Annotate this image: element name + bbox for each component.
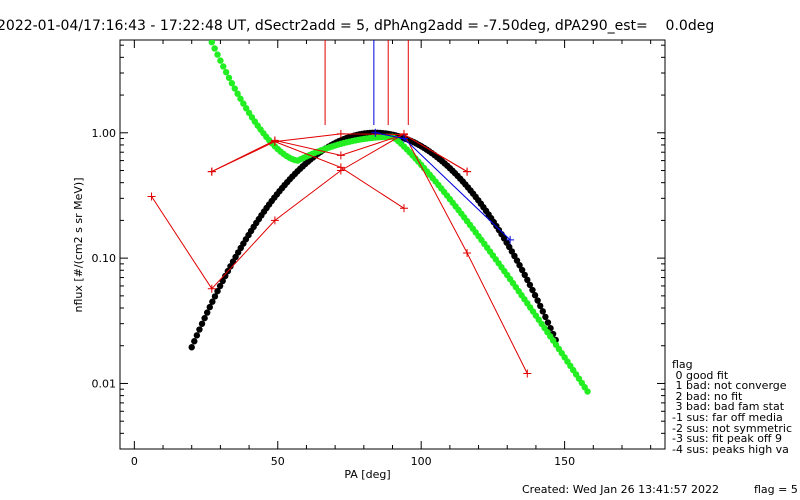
y-tick-label: 1.00 — [92, 127, 117, 140]
red-series-point — [336, 151, 345, 160]
black-fit-point — [513, 257, 521, 264]
green-fit-point — [240, 100, 247, 107]
black-fit-point — [518, 266, 526, 274]
green-fit-point — [584, 388, 591, 395]
black-fit-point — [188, 344, 195, 351]
black-fit-point — [214, 287, 221, 295]
legend-item: -1 sus: far off media — [672, 410, 783, 424]
red-series-point — [270, 137, 279, 146]
black-fit-point — [216, 282, 224, 290]
fit-curves — [188, 20, 591, 395]
red-series-line — [151, 133, 528, 374]
black-fit-point — [204, 309, 211, 316]
x-tick-label: 150 — [554, 455, 575, 468]
peak-markers — [324, 40, 409, 125]
red-series-point — [463, 167, 472, 176]
green-fit-point — [228, 80, 236, 87]
black-fit-point — [209, 298, 216, 305]
legend-item: 2 bad: no fit — [672, 389, 743, 403]
green-fit-point — [237, 95, 244, 102]
chart-title: 2022-01-04/17:16:43 - 17:22:48 UT, dSect… — [0, 18, 715, 34]
black-fit-point — [196, 326, 203, 333]
legend-item: 0 good fit — [672, 368, 729, 382]
black-fit-point — [539, 308, 547, 315]
black-fit-point — [542, 313, 549, 321]
black-fit-point — [544, 319, 552, 326]
y-tick-label: 0.01 — [92, 377, 117, 390]
green-fit-point — [234, 90, 241, 97]
black-fit-point — [526, 281, 534, 289]
black-fit-point — [516, 262, 523, 269]
black-fit-point — [524, 276, 531, 284]
black-fit-point — [521, 271, 528, 279]
black-fit-point — [227, 263, 234, 270]
black-fit-point — [211, 293, 219, 300]
black-fit-point — [193, 332, 201, 339]
legend-item: 3 bad: bad fam stat — [672, 400, 785, 414]
red-series-point — [336, 163, 345, 172]
green-fit-point — [225, 74, 233, 81]
red-series-point — [270, 216, 279, 225]
legend-item: -2 sus: not symmetric — [672, 421, 792, 435]
red-series-point — [463, 248, 472, 257]
red-series-point — [207, 167, 216, 176]
red-series-point — [147, 192, 156, 201]
data-series — [147, 128, 532, 378]
black-fit-point — [534, 297, 541, 304]
red-series-point — [207, 284, 216, 293]
black-fit-point — [206, 303, 213, 311]
green-fit-point — [206, 33, 212, 39]
black-fit-point — [201, 314, 208, 322]
created-timestamp: Created: Wed Jan 26 13:41:57 2022 — [522, 483, 720, 496]
x-tick-label: 50 — [271, 455, 285, 468]
green-fit-point — [243, 105, 250, 112]
black-fit-point — [222, 272, 229, 280]
legend-item: 1 bad: not converge — [672, 379, 787, 393]
blue-series-point — [399, 134, 408, 143]
y-tick-label: 0.10 — [92, 252, 117, 265]
legend-header: flag — [672, 358, 693, 371]
green-fit-point — [214, 51, 221, 58]
green-fit-point — [203, 26, 209, 32]
x-tick-label: 0 — [131, 455, 138, 468]
legend-item: -3 sus: fit peak off 9 — [672, 432, 782, 446]
black-fit-point — [531, 292, 539, 299]
black-fit-point — [537, 302, 544, 310]
green-fit-point — [211, 45, 218, 52]
green-fit-point — [220, 63, 227, 70]
green-fit-point — [200, 20, 206, 26]
y-axis-label: nflux [#/(cm2 s sr MeV)] — [72, 178, 85, 313]
x-tick-label: 100 — [411, 455, 432, 468]
black-fit-point — [198, 320, 206, 327]
green-fit-point — [222, 68, 230, 76]
x-axis-label: PA [deg] — [344, 468, 390, 481]
green-fit-point — [208, 40, 215, 46]
blue-series-point — [371, 128, 380, 137]
red-series-point — [336, 129, 345, 138]
flag-legend: flag 0 good fit 1 bad: not converge 2 ba… — [672, 358, 792, 456]
black-fit-point — [529, 286, 536, 294]
red-series-point — [399, 204, 408, 213]
flag-value: flag = 5 — [754, 483, 798, 496]
legend-item: -4 sus: peaks high va — [672, 442, 789, 456]
axes: 0 50 100 150 0.01 0.10 1.00 PA [deg] nflux [#/(c… — [72, 39, 666, 481]
green-fit-point — [231, 85, 238, 92]
green-fit-point — [217, 57, 224, 64]
red-series-point — [523, 369, 532, 378]
black-fit-point — [191, 338, 198, 345]
blue-series-point — [506, 235, 515, 244]
